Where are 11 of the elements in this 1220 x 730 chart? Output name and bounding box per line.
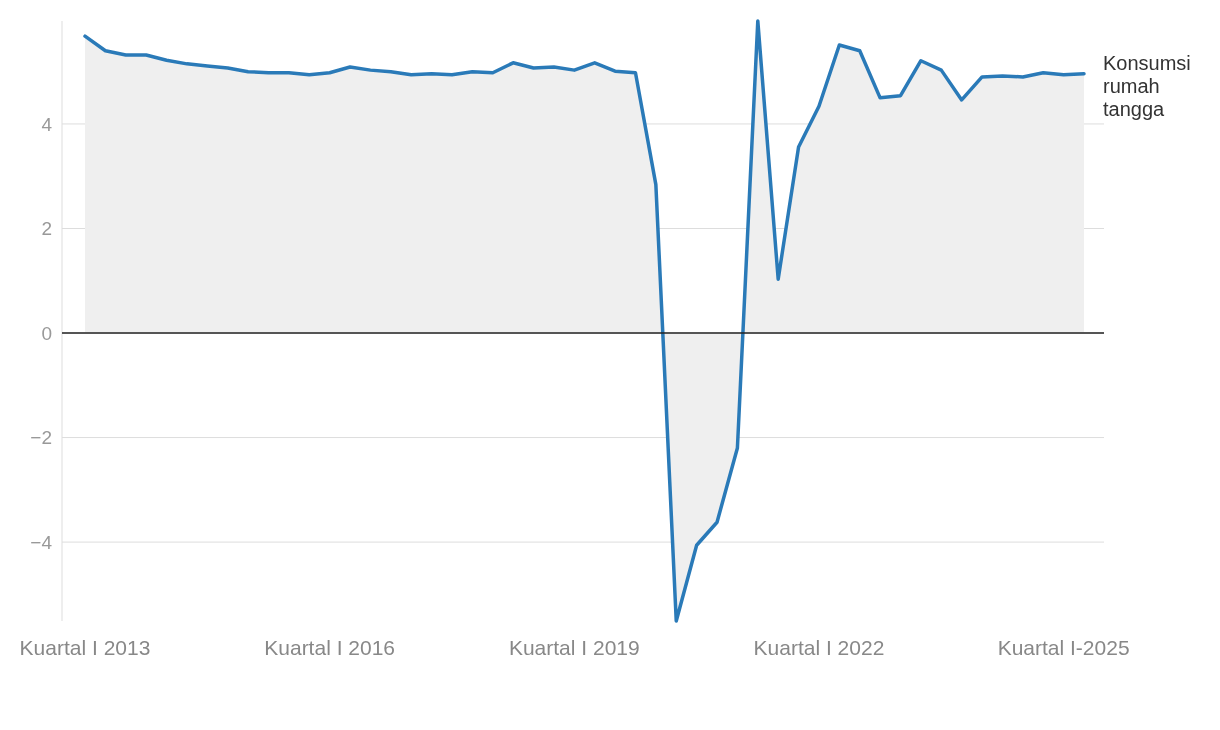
x-tick-label: Kuartal I-2025 bbox=[997, 636, 1130, 659]
y-tick-label: −4 bbox=[30, 531, 53, 553]
y-tick-label: 0 bbox=[41, 322, 52, 344]
x-tick-label: Kuartal I 2016 bbox=[264, 636, 396, 659]
series-label: Konsumsi rumah tangga bbox=[1103, 51, 1191, 120]
y-tick-label: 4 bbox=[41, 113, 53, 135]
x-tick-label: Kuartal I 2022 bbox=[753, 636, 885, 659]
x-tick-label: Kuartal I 2019 bbox=[508, 636, 640, 659]
y-tick-label: 2 bbox=[41, 218, 52, 240]
y-tick-label: −2 bbox=[30, 427, 52, 449]
x-tick-label: Kuartal I 2013 bbox=[19, 636, 151, 659]
